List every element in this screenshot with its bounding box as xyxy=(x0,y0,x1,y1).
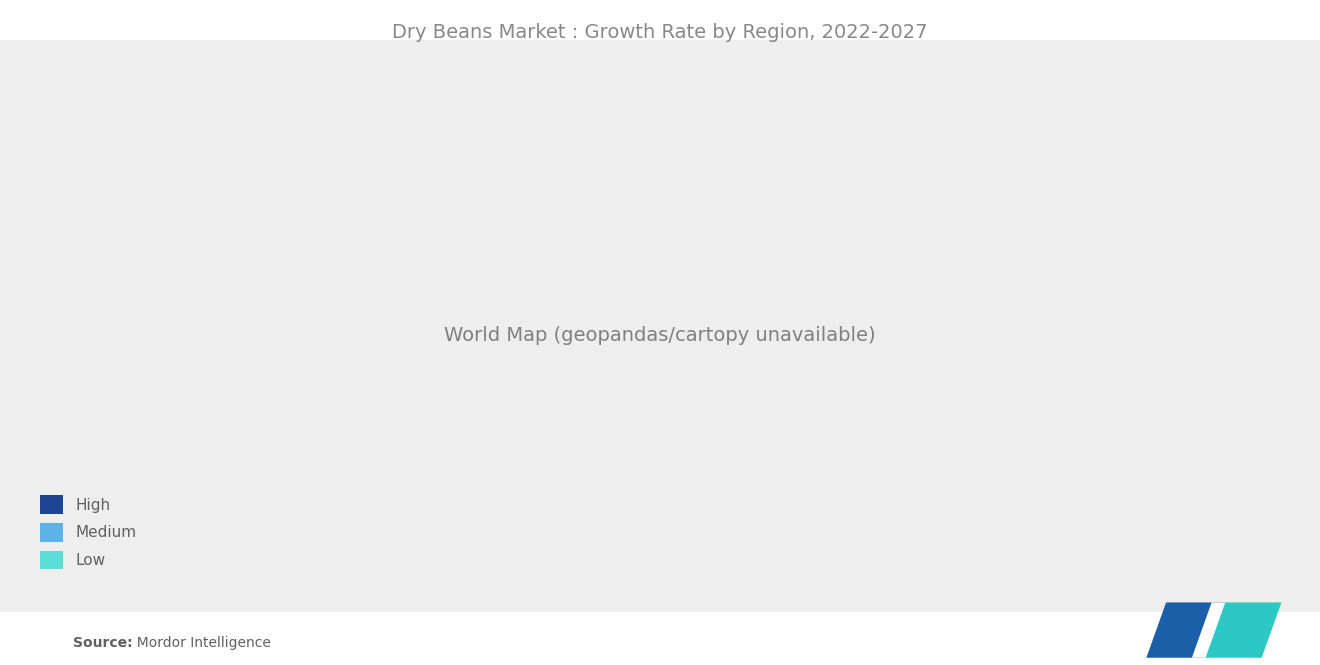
Polygon shape xyxy=(1146,602,1225,658)
Polygon shape xyxy=(1203,602,1282,658)
Text: Source:: Source: xyxy=(73,636,132,650)
Legend: High, Medium, Low: High, Medium, Low xyxy=(34,489,143,576)
Polygon shape xyxy=(1192,602,1225,658)
Text: World Map (geopandas/cartopy unavailable): World Map (geopandas/cartopy unavailable… xyxy=(445,327,875,345)
Text: Dry Beans Market : Growth Rate by Region, 2022-2027: Dry Beans Market : Growth Rate by Region… xyxy=(392,23,928,43)
Text: Mordor Intelligence: Mordor Intelligence xyxy=(128,636,271,650)
FancyBboxPatch shape xyxy=(0,39,1320,613)
